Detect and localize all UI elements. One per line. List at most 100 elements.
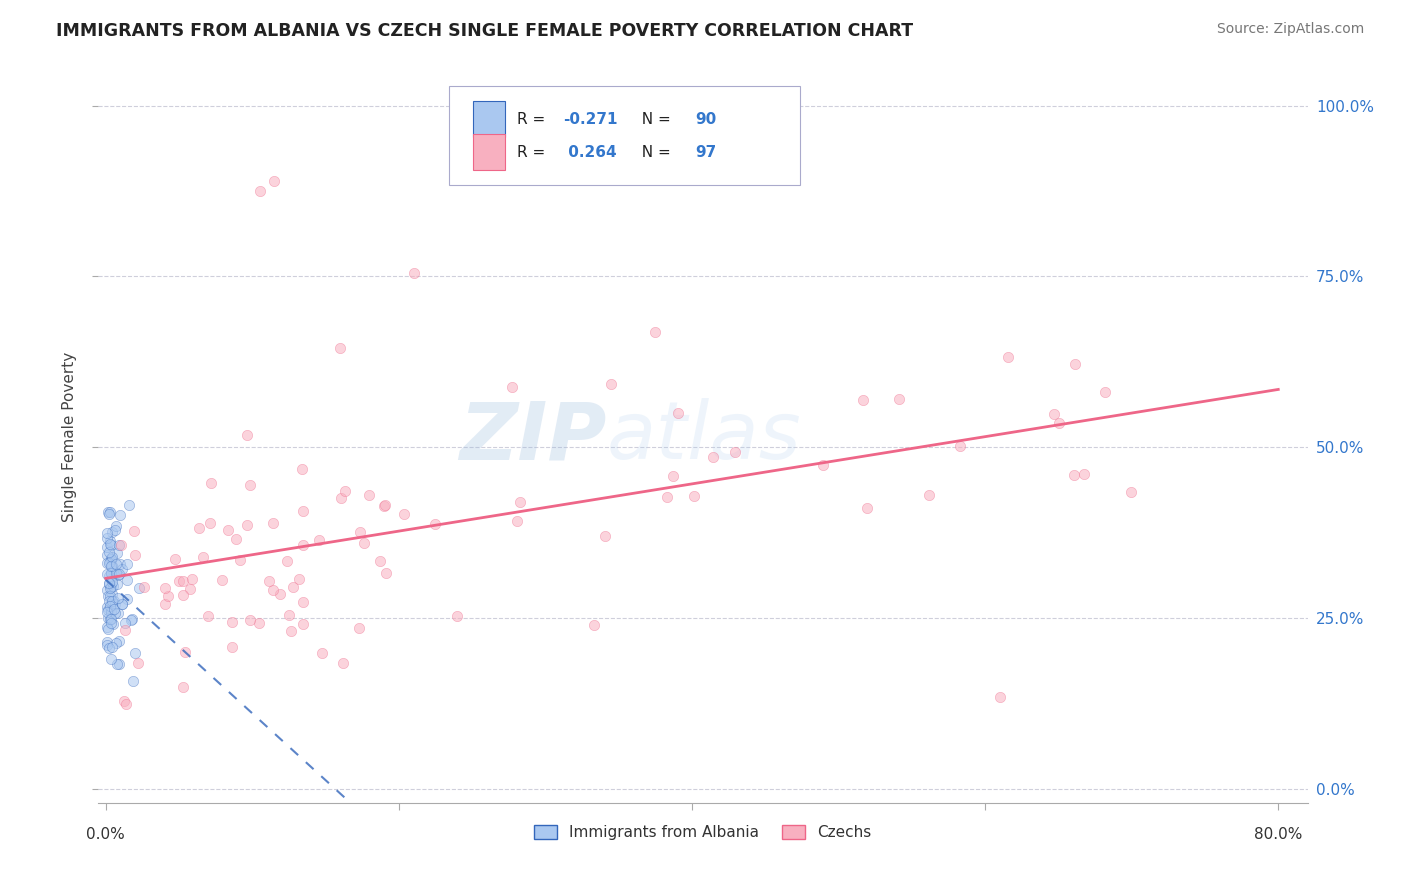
Point [115,592,138,607]
Point [683,489,706,503]
Point [111,597,134,611]
Point [347,621,370,635]
Point [96,566,118,581]
Point [104,523,127,537]
Point [100,549,122,564]
Point [599,376,621,391]
Point [217,523,239,537]
Point [97,589,120,603]
Point [108,538,131,552]
Point [506,514,529,528]
Point [292,595,315,609]
Point [107,567,129,582]
Text: 0.0%: 0.0% [86,827,125,842]
Point [353,536,375,550]
Y-axis label: Single Female Poverty: Single Female Poverty [62,352,77,522]
Point [105,657,128,671]
Point [96,599,118,614]
Point [105,636,128,650]
Point [115,557,138,571]
Point [288,572,311,586]
Point [308,533,330,547]
Point [104,566,127,580]
Point [110,538,132,552]
Point [1047,416,1070,430]
Point [257,574,280,588]
Point [291,462,314,476]
Point [103,601,125,615]
Point [100,651,122,665]
Point [988,690,1011,704]
Point [101,575,124,590]
Point [1094,384,1116,399]
Point [114,616,136,631]
Point [402,266,425,280]
Point [98,589,121,603]
FancyBboxPatch shape [474,102,505,137]
Point [1073,467,1095,481]
Point [1121,485,1143,500]
Point [180,573,202,587]
Point [292,504,315,518]
Point [724,445,747,459]
Text: 80.0%: 80.0% [1254,827,1302,842]
Point [949,439,972,453]
Point [98,505,121,519]
Point [236,517,259,532]
Point [225,532,247,546]
Point [394,507,416,521]
Point [349,525,371,540]
Point [96,619,118,633]
Text: -0.271: -0.271 [562,112,617,127]
Point [311,646,333,660]
Point [357,488,380,502]
Point [292,617,315,632]
Point [100,597,122,611]
Point [98,555,121,569]
Point [120,613,142,627]
Point [374,498,396,512]
Point [813,458,835,472]
Text: N =: N = [631,112,675,127]
Point [509,495,531,509]
Point [262,583,284,598]
Point [96,638,118,652]
Point [100,599,122,613]
Point [423,517,446,532]
Point [373,499,395,513]
Point [188,521,211,535]
Point [276,554,298,568]
Point [97,594,120,608]
Point [100,551,122,566]
Point [132,581,155,595]
Legend: Immigrants from Albania, Czechs: Immigrants from Albania, Czechs [529,819,877,847]
Point [122,524,145,538]
Point [100,612,122,626]
Point [96,548,118,562]
Point [153,598,176,612]
Point [235,428,257,442]
Point [263,174,285,188]
Point [702,450,724,464]
Point [1043,407,1066,421]
Point [662,469,685,483]
Point [101,640,124,655]
Point [115,573,138,587]
Point [124,646,146,660]
Point [191,550,214,565]
Point [239,613,262,627]
Point [163,551,186,566]
Text: 97: 97 [696,145,717,160]
Point [887,392,910,406]
Point [114,697,136,711]
Point [281,581,304,595]
Text: 90: 90 [696,112,717,127]
Point [167,574,190,588]
Point [96,556,118,570]
Point [100,580,122,594]
Point [101,564,124,578]
Point [101,617,124,632]
FancyBboxPatch shape [449,86,800,185]
Point [97,577,120,591]
Point [108,557,131,571]
